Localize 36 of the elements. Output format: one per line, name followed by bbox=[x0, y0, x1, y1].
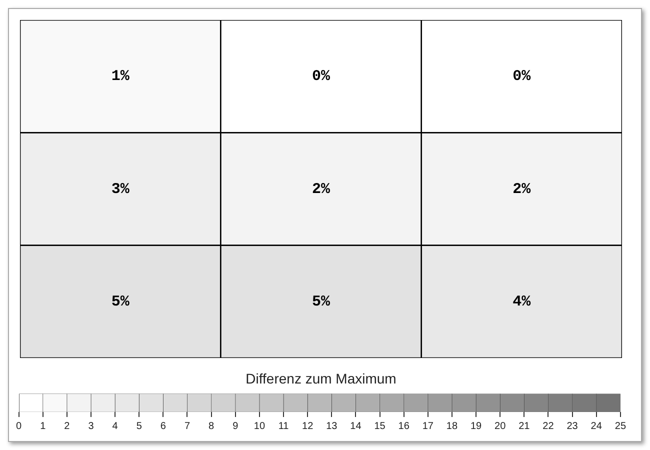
color-bar-label: 11 bbox=[278, 420, 290, 432]
color-bar-label: 1 bbox=[40, 420, 46, 432]
color-bar-label: 19 bbox=[470, 420, 482, 432]
data-label: 5% bbox=[111, 293, 130, 310]
color-bar-label: 0 bbox=[16, 420, 22, 432]
color-bar-label: 8 bbox=[208, 420, 215, 432]
color-bar-label: 25 bbox=[614, 420, 626, 432]
data-label: 0% bbox=[312, 68, 331, 86]
color-bar-title: Differenz zum Maximum bbox=[246, 370, 396, 386]
data-label: 2% bbox=[312, 180, 331, 198]
color-bar-label: 5 bbox=[136, 420, 142, 432]
color-bar-label: 18 bbox=[446, 420, 458, 432]
color-bar-label: 23 bbox=[566, 420, 578, 432]
color-bar-label: 7 bbox=[184, 420, 190, 432]
color-bar-label: 15 bbox=[374, 420, 386, 432]
color-bar-label: 14 bbox=[350, 420, 362, 432]
color-bar-label: 10 bbox=[254, 420, 266, 432]
data-label: 5% bbox=[312, 293, 331, 310]
color-bar-label: 3 bbox=[88, 420, 94, 432]
color-bar-label: 13 bbox=[326, 420, 338, 432]
data-label: 1% bbox=[111, 68, 130, 86]
color-bar-label: 2 bbox=[64, 420, 70, 432]
color-bar-label: 22 bbox=[542, 420, 554, 432]
data-label: 2% bbox=[512, 180, 532, 198]
data-label: 3% bbox=[111, 180, 130, 198]
color-bar-label: 20 bbox=[494, 420, 506, 432]
color-bar-label: 9 bbox=[232, 420, 239, 432]
data-label: 4% bbox=[512, 293, 532, 310]
color-bar-label: 16 bbox=[398, 420, 410, 432]
color-bar-label: 21 bbox=[518, 420, 530, 432]
color-bar-label: 4 bbox=[112, 420, 118, 432]
color-bar-label: 17 bbox=[422, 420, 434, 432]
color-bar-label: 6 bbox=[160, 420, 166, 432]
data-label: 0% bbox=[512, 68, 532, 86]
color-bar-label: 24 bbox=[590, 420, 602, 432]
color-bar-label: 12 bbox=[302, 420, 314, 432]
